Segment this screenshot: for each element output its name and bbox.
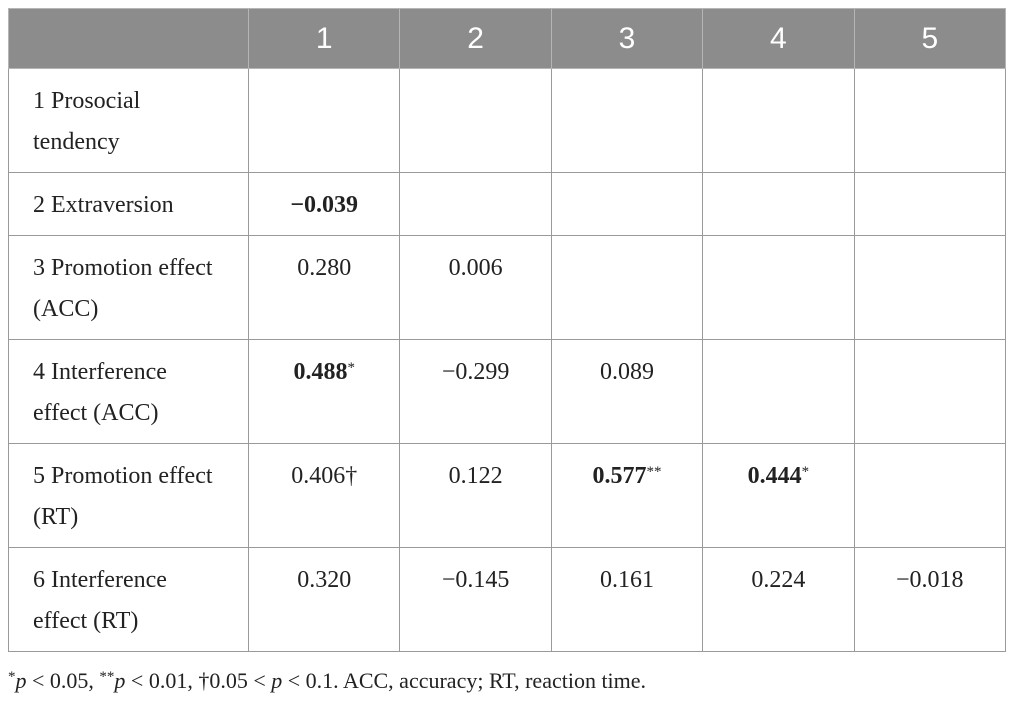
cell-value: 0.089	[599, 359, 654, 385]
footnote-part: p	[271, 668, 283, 693]
table-cell: 0.280	[247, 235, 401, 340]
cell-value: −0.299	[441, 359, 510, 385]
cell-value: 0.122	[448, 463, 503, 489]
table-cell: −0.018	[853, 547, 1007, 652]
table-cell	[247, 68, 401, 173]
table-cell: 0.224	[702, 547, 855, 652]
cell-value: 0.006	[448, 255, 503, 281]
table-cell	[399, 68, 552, 173]
table-cell: 0.320	[247, 547, 401, 652]
header-cell: 4	[702, 8, 855, 69]
row-label: 5 Promotion effect (RT)	[8, 443, 249, 548]
footnote-part: **	[99, 669, 115, 685]
table-cell	[853, 339, 1007, 444]
significance-mark: *	[801, 464, 810, 480]
footnote-part: p	[114, 668, 126, 693]
table-cell: 0.161	[550, 547, 704, 652]
row-label: 2 Extraversion	[8, 172, 249, 236]
table-row: 4 Interference effect (ACC) 0.488* −0.299 0…	[8, 339, 1007, 444]
cell-value: 0.488	[293, 359, 348, 385]
footnote-part: p	[15, 668, 27, 693]
cell-value: −0.039	[290, 192, 359, 218]
row-label: 1 Prosocial tendency	[8, 68, 249, 173]
table-cell	[399, 172, 552, 236]
row-label: 6 Interference effect (RT)	[8, 547, 249, 652]
cell-value: 0.161	[599, 567, 654, 593]
table-cell	[853, 172, 1007, 236]
table-row: 5 Promotion effect (RT) 0.406† 0.122 0.577*…	[8, 443, 1007, 548]
table-cell	[853, 68, 1007, 173]
header-cell: 2	[399, 8, 552, 69]
table-cell	[550, 68, 704, 173]
table-cell	[853, 443, 1007, 548]
cell-value: 0.577	[592, 463, 647, 489]
header-cell: 1	[247, 8, 401, 69]
table-cell	[702, 172, 855, 236]
table-cell: −0.299	[399, 339, 552, 444]
header-cell	[8, 8, 249, 69]
table-cell	[702, 339, 855, 444]
table-cell: −0.145	[399, 547, 552, 652]
table-row: 3 Promotion effect (ACC) 0.280 0.006	[8, 235, 1007, 340]
cell-value: −0.145	[441, 567, 510, 593]
table-cell: 0.488*	[247, 339, 401, 444]
table-row: 6 Interference effect (RT) 0.320 −0.145 0.1…	[8, 547, 1007, 652]
footnote-part: *	[8, 669, 16, 685]
table-cell	[550, 235, 704, 340]
table-cell: 0.406†	[247, 443, 401, 548]
cell-value: 0.320	[297, 567, 352, 593]
footnote-part: < 0.1. ACC, accuracy; RT, reaction time.	[282, 668, 647, 693]
table-cell: 0.089	[550, 339, 704, 444]
cell-value: −0.018	[896, 567, 964, 593]
cell-value: 0.280	[297, 255, 352, 281]
cell-value: 0.444	[747, 463, 802, 489]
table-cell: 0.444*	[702, 443, 855, 548]
table-cell: −0.039	[247, 172, 401, 236]
header-cell: 3	[550, 8, 704, 69]
table-cell	[550, 172, 704, 236]
table-row: 2 Extraversion −0.039	[8, 172, 1007, 236]
table-cell	[702, 235, 855, 340]
footnote-part: < 0.01, †0.05 <	[125, 668, 272, 693]
table-cell: 0.006	[399, 235, 552, 340]
table-cell	[853, 235, 1007, 340]
footnote: *p < 0.05, **p < 0.01, †0.05 < p < 0.1. …	[8, 668, 646, 694]
significance-mark: *	[347, 360, 355, 376]
footnote-part: < 0.05,	[26, 668, 100, 693]
table-row: 1 Prosocial tendency	[8, 68, 1007, 173]
row-label: 4 Interference effect (ACC)	[8, 339, 249, 444]
cell-value: 0.406†	[291, 463, 358, 489]
significance-mark: **	[646, 464, 662, 480]
table-cell: 0.122	[399, 443, 552, 548]
header-cell: 5	[853, 8, 1007, 69]
row-label: 3 Promotion effect (ACC)	[8, 235, 249, 340]
table-cell	[702, 68, 855, 173]
table-cell: 0.577**	[550, 443, 704, 548]
cell-value: 0.224	[751, 567, 806, 593]
